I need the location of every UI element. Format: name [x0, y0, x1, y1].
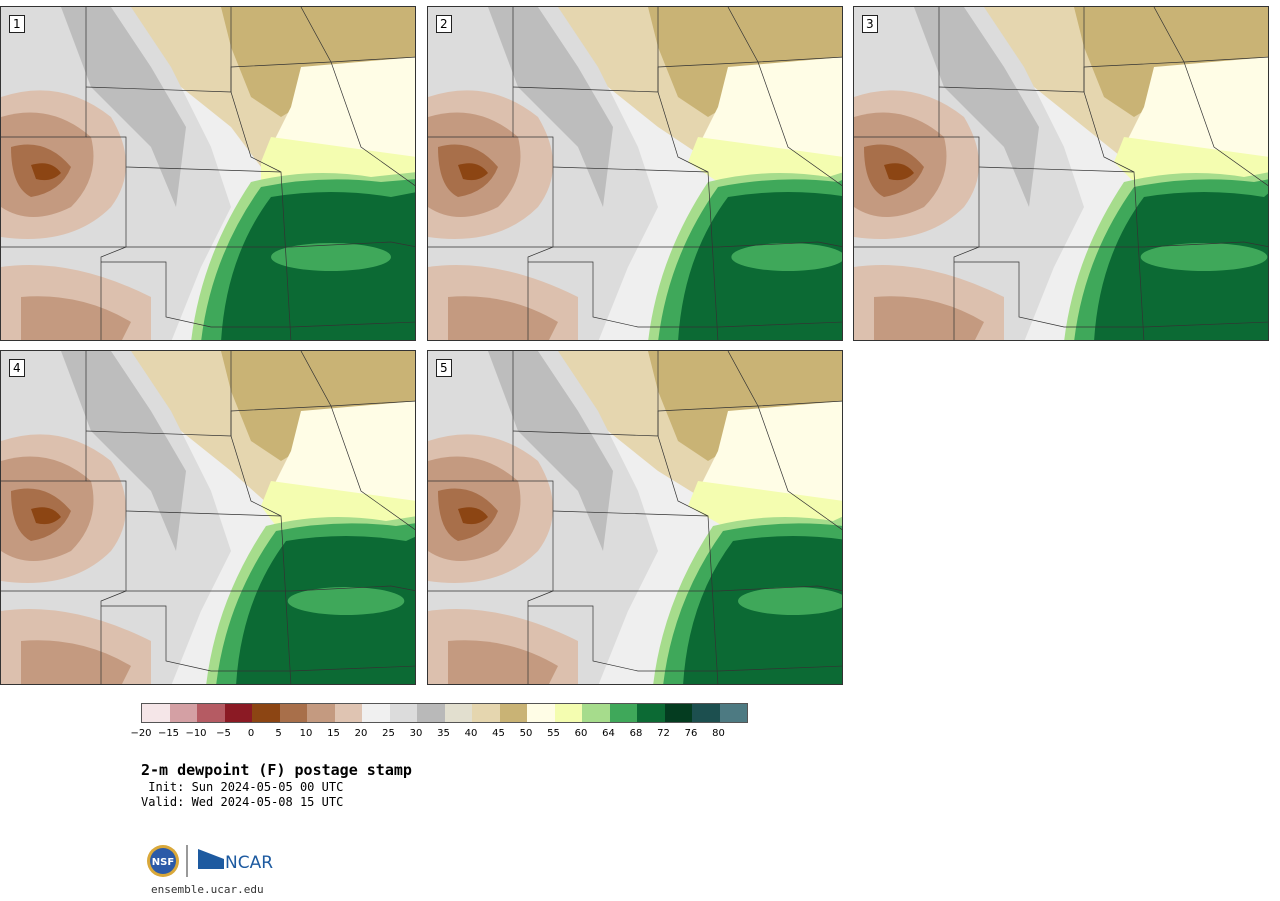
colorbar-tick-label: 20 — [354, 728, 368, 739]
colorbar-swatch — [197, 704, 225, 722]
dewpoint-map-4 — [1, 351, 415, 684]
colorbar-tick-label: 30 — [409, 728, 423, 739]
colorbar-tick-label: 76 — [684, 728, 698, 739]
ensemble-member-panel-4: 4 — [0, 350, 416, 685]
colorbar-tick-label: −10 — [185, 728, 207, 739]
colorbar-tick-label: 80 — [712, 728, 725, 739]
colorbar-tick-label: 72 — [657, 728, 670, 739]
colorbar-swatch — [252, 704, 280, 722]
colorbar-swatch — [444, 704, 472, 722]
colorbar-tick-label: 45 — [492, 728, 505, 739]
colorbar-swatch — [637, 704, 665, 722]
colorbar — [141, 703, 748, 723]
init-time: Init: Sun 2024-05-05 00 UTC — [141, 780, 344, 794]
ensemble-member-panel-5: 5 — [427, 350, 843, 685]
colorbar-swatch — [169, 704, 197, 722]
colorbar-tick-label: 0 — [247, 728, 255, 739]
colorbar-swatch — [527, 704, 555, 722]
colorbar-swatch — [224, 704, 252, 722]
colorbar-swatch — [417, 704, 445, 722]
colorbar-tick-label: 40 — [464, 728, 478, 739]
ncar-text: NCAR — [225, 853, 273, 873]
colorbar-swatch — [279, 704, 307, 722]
colorbar-tick-label: 10 — [299, 728, 313, 739]
dewpoint-map-1 — [1, 7, 415, 340]
panel-label: 1 — [9, 15, 25, 33]
nsf-text: NSF — [152, 857, 174, 868]
colorbar-tick-label: 64 — [602, 728, 615, 739]
colorbar-swatch — [719, 704, 747, 722]
dewpoint-map-3 — [854, 7, 1268, 340]
nsf-seal-icon: NSF — [147, 845, 179, 877]
ncar-logo-icon: NCAR — [198, 849, 273, 873]
colorbar-tick-label: 60 — [574, 728, 588, 739]
colorbar-swatch — [582, 704, 610, 722]
colorbar-tick-label: 5 — [275, 728, 282, 739]
colorbar-tick-label: −15 — [157, 728, 180, 739]
nsf-ncar-logo: NSF NCAR — [147, 845, 273, 877]
colorbar-swatch — [362, 704, 390, 722]
page-title: 2-m dewpoint (F) postage stamp — [141, 761, 412, 779]
panel-label: 4 — [9, 359, 25, 377]
dewpoint-map-5 — [428, 351, 842, 684]
colorbar-swatch — [609, 704, 637, 722]
panel-label: 5 — [436, 359, 452, 377]
panel-label: 2 — [436, 15, 452, 33]
colorbar-swatch — [499, 704, 527, 722]
colorbar-tick-label: −20 — [130, 728, 152, 739]
colorbar-swatch — [554, 704, 582, 722]
colorbar-tick-label: 50 — [519, 728, 533, 739]
colorbar-tick-label: −5 — [216, 728, 231, 739]
valid-time: Valid: Wed 2024-05-08 15 UTC — [141, 795, 344, 809]
colorbar-swatch — [307, 704, 335, 722]
colorbar-tick-label: 55 — [547, 728, 560, 739]
colorbar-swatch — [142, 704, 170, 722]
colorbar-swatch — [664, 704, 692, 722]
colorbar-swatch — [389, 704, 417, 722]
colorbar-tick-label: 68 — [629, 728, 643, 739]
ensemble-member-panel-1: 1 — [0, 6, 416, 341]
panel-label: 3 — [862, 15, 878, 33]
colorbar-swatch — [692, 704, 720, 722]
colorbar-tick-label: 35 — [437, 728, 450, 739]
site-url: ensemble.ucar.edu — [151, 883, 264, 896]
colorbar-tick-label: 15 — [327, 728, 340, 739]
colorbar-ticks: −20 −15 −10 −5 0 5 10 15 20 25 30 35 40 45 50 55 60 64 68 7… — [130, 727, 761, 741]
colorbar-swatch — [472, 704, 500, 722]
colorbar-tick-label: 25 — [382, 728, 395, 739]
ensemble-member-panel-3: 3 — [853, 6, 1269, 341]
dewpoint-map-2 — [428, 7, 842, 340]
ensemble-member-panel-2: 2 — [427, 6, 843, 341]
colorbar-swatch — [334, 704, 362, 722]
